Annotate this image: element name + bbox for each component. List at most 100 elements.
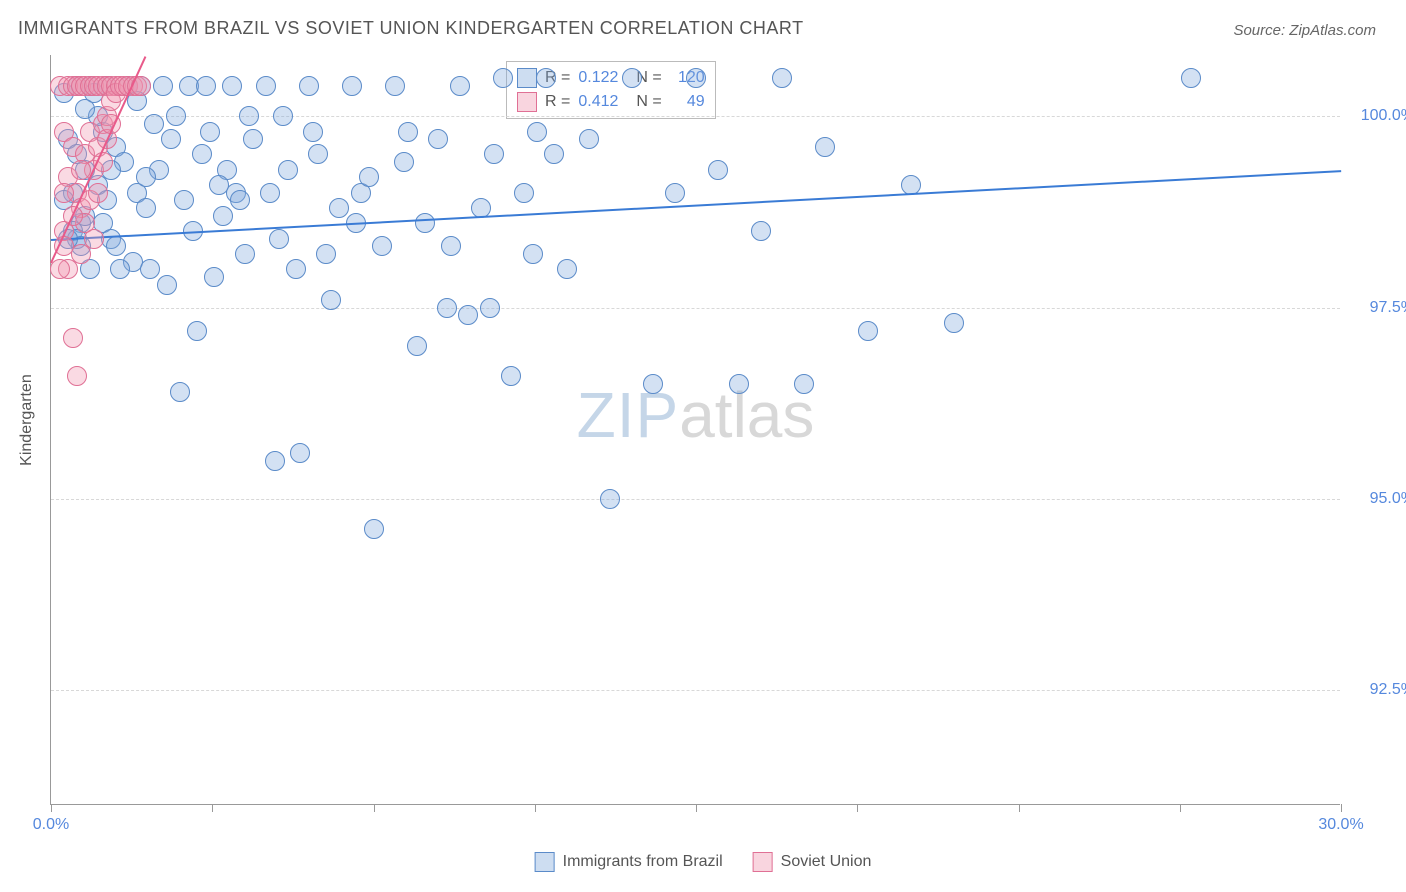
scatter-point: [944, 313, 964, 333]
chart-title: IMMIGRANTS FROM BRAZIL VS SOVIET UNION K…: [18, 18, 804, 39]
scatter-point: [265, 451, 285, 471]
scatter-point: [196, 76, 216, 96]
scatter-point: [316, 244, 336, 264]
scatter-point: [136, 198, 156, 218]
stat-n-label: N =: [636, 93, 661, 111]
scatter-point: [239, 106, 259, 126]
scatter-point: [398, 122, 418, 142]
scatter-point: [273, 106, 293, 126]
scatter-point: [686, 68, 706, 88]
scatter-point: [187, 321, 207, 341]
scatter-point: [192, 144, 212, 164]
scatter-point: [230, 190, 250, 210]
scatter-point: [514, 183, 534, 203]
x-tick: [857, 804, 858, 812]
scatter-point: [815, 137, 835, 157]
scatter-point: [600, 489, 620, 509]
x-tick: [696, 804, 697, 812]
scatter-point: [415, 213, 435, 233]
scatter-point: [157, 275, 177, 295]
y-axis-label: Kindergarten: [18, 374, 36, 466]
y-tick-label: 97.5%: [1345, 299, 1406, 317]
stats-legend-box: R =0.122N =120R =0.412N =49: [506, 61, 716, 119]
source-attribution: Source: ZipAtlas.com: [1233, 22, 1376, 39]
scatter-point: [161, 129, 181, 149]
scatter-point: [222, 76, 242, 96]
scatter-point: [372, 236, 392, 256]
x-tick: [374, 804, 375, 812]
stat-r-value: 0.412: [578, 93, 628, 111]
scatter-point: [385, 76, 405, 96]
scatter-point: [359, 167, 379, 187]
scatter-point: [729, 374, 749, 394]
stat-n-value: 49: [670, 93, 705, 111]
stat-r-label: R =: [545, 93, 570, 111]
scatter-point: [493, 68, 513, 88]
scatter-point: [364, 519, 384, 539]
scatter-point: [67, 366, 87, 386]
gridline-horizontal: [51, 499, 1340, 500]
x-tick: [212, 804, 213, 812]
scatter-point: [622, 68, 642, 88]
scatter-point: [106, 236, 126, 256]
scatter-point: [303, 122, 323, 142]
scatter-point: [441, 236, 461, 256]
scatter-point: [708, 160, 728, 180]
scatter-point: [772, 68, 792, 88]
scatter-point: [428, 129, 448, 149]
x-tick-label: 0.0%: [33, 816, 69, 834]
scatter-point: [308, 144, 328, 164]
scatter-point: [394, 152, 414, 172]
scatter-point: [437, 298, 457, 318]
scatter-point: [63, 328, 83, 348]
gridline-horizontal: [51, 690, 1340, 691]
scatter-point: [329, 198, 349, 218]
x-tick-label: 30.0%: [1318, 816, 1363, 834]
x-tick: [1180, 804, 1181, 812]
scatter-point: [278, 160, 298, 180]
scatter-point: [260, 183, 280, 203]
scatter-point: [286, 259, 306, 279]
legend-swatch: [517, 68, 537, 88]
scatter-point: [458, 305, 478, 325]
scatter-point: [501, 366, 521, 386]
watermark-text: ZIPatlas: [577, 378, 815, 452]
x-tick: [1019, 804, 1020, 812]
y-tick-label: 95.0%: [1345, 490, 1406, 508]
scatter-point: [243, 129, 263, 149]
scatter-point: [84, 229, 104, 249]
scatter-point: [110, 259, 130, 279]
scatter-point: [407, 336, 427, 356]
y-tick-label: 100.0%: [1345, 107, 1406, 125]
scatter-point: [256, 76, 276, 96]
scatter-point: [136, 167, 156, 187]
bottom-legend: Immigrants from Brazil Soviet Union: [535, 852, 872, 872]
scatter-point: [523, 244, 543, 264]
scatter-point: [88, 183, 108, 203]
scatter-point: [450, 76, 470, 96]
x-tick: [535, 804, 536, 812]
scatter-point: [643, 374, 663, 394]
x-tick: [1341, 804, 1342, 812]
watermark-zip: ZIP: [577, 379, 680, 451]
scatter-point: [342, 76, 362, 96]
scatter-point: [557, 259, 577, 279]
scatter-point: [480, 298, 500, 318]
scatter-point: [54, 183, 74, 203]
scatter-point: [170, 382, 190, 402]
y-tick-label: 92.5%: [1345, 681, 1406, 699]
scatter-point: [269, 229, 289, 249]
scatter-point: [751, 221, 771, 241]
scatter-point: [209, 175, 229, 195]
scatter-point: [166, 106, 186, 126]
chart-plot-area: ZIPatlas R =0.122N =120R =0.412N =49 100…: [50, 55, 1340, 805]
scatter-point: [665, 183, 685, 203]
gridline-horizontal: [51, 308, 1340, 309]
scatter-point: [484, 144, 504, 164]
scatter-point: [174, 190, 194, 210]
bottom-legend-item: Immigrants from Brazil: [535, 852, 723, 872]
scatter-point: [50, 259, 70, 279]
legend-swatch: [535, 852, 555, 872]
legend-label: Soviet Union: [781, 853, 872, 871]
scatter-point: [235, 244, 255, 264]
